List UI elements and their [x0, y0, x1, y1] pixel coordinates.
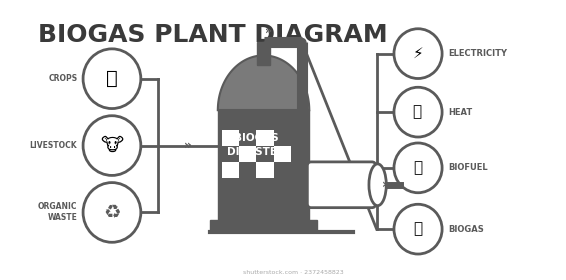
Bar [239, 146, 256, 162]
Polygon shape [218, 55, 309, 110]
Text: »: » [382, 178, 390, 191]
Text: ♻: ♻ [103, 203, 121, 222]
Bar [256, 162, 273, 178]
Text: CROPS: CROPS [48, 74, 78, 83]
Text: »: » [184, 139, 192, 152]
Text: 🌡️: 🌡️ [414, 105, 423, 120]
Text: BIOGAS PLANT DIAGRAM: BIOGAS PLANT DIAGRAM [38, 23, 388, 46]
Text: BIOFUEL: BIOFUEL [448, 163, 487, 172]
Text: ⛽: ⛽ [414, 160, 423, 175]
Text: BIOGAS: BIOGAS [448, 225, 483, 234]
Bar [210, 220, 317, 232]
Circle shape [83, 116, 141, 176]
Bar [273, 146, 291, 162]
Circle shape [83, 183, 141, 242]
Text: ⚡: ⚡ [413, 46, 423, 61]
FancyBboxPatch shape [307, 162, 376, 208]
Text: 🔥: 🔥 [414, 222, 423, 237]
Circle shape [394, 87, 442, 137]
Circle shape [394, 204, 442, 254]
Text: LIVESTOCK: LIVESTOCK [29, 141, 78, 150]
Text: 🐮: 🐮 [100, 136, 123, 155]
Text: ELECTRICITY: ELECTRICITY [448, 49, 507, 58]
Text: »: » [265, 25, 272, 36]
Bar [218, 110, 309, 220]
Circle shape [394, 29, 442, 78]
Bar [256, 130, 273, 146]
Bar [257, 43, 271, 65]
Ellipse shape [369, 164, 386, 206]
Bar [222, 130, 239, 146]
Text: BIOGAS
DIGESTER: BIOGAS DIGESTER [227, 133, 285, 157]
Text: HEAT: HEAT [448, 108, 472, 117]
Text: shutterstock.com · 2372458823: shutterstock.com · 2372458823 [243, 270, 344, 275]
Circle shape [83, 49, 141, 109]
Circle shape [394, 143, 442, 193]
Circle shape [298, 39, 306, 46]
Text: ORGANIC
WASTE: ORGANIC WASTE [38, 202, 78, 223]
Bar [222, 162, 239, 178]
Text: 🌾: 🌾 [106, 69, 118, 88]
